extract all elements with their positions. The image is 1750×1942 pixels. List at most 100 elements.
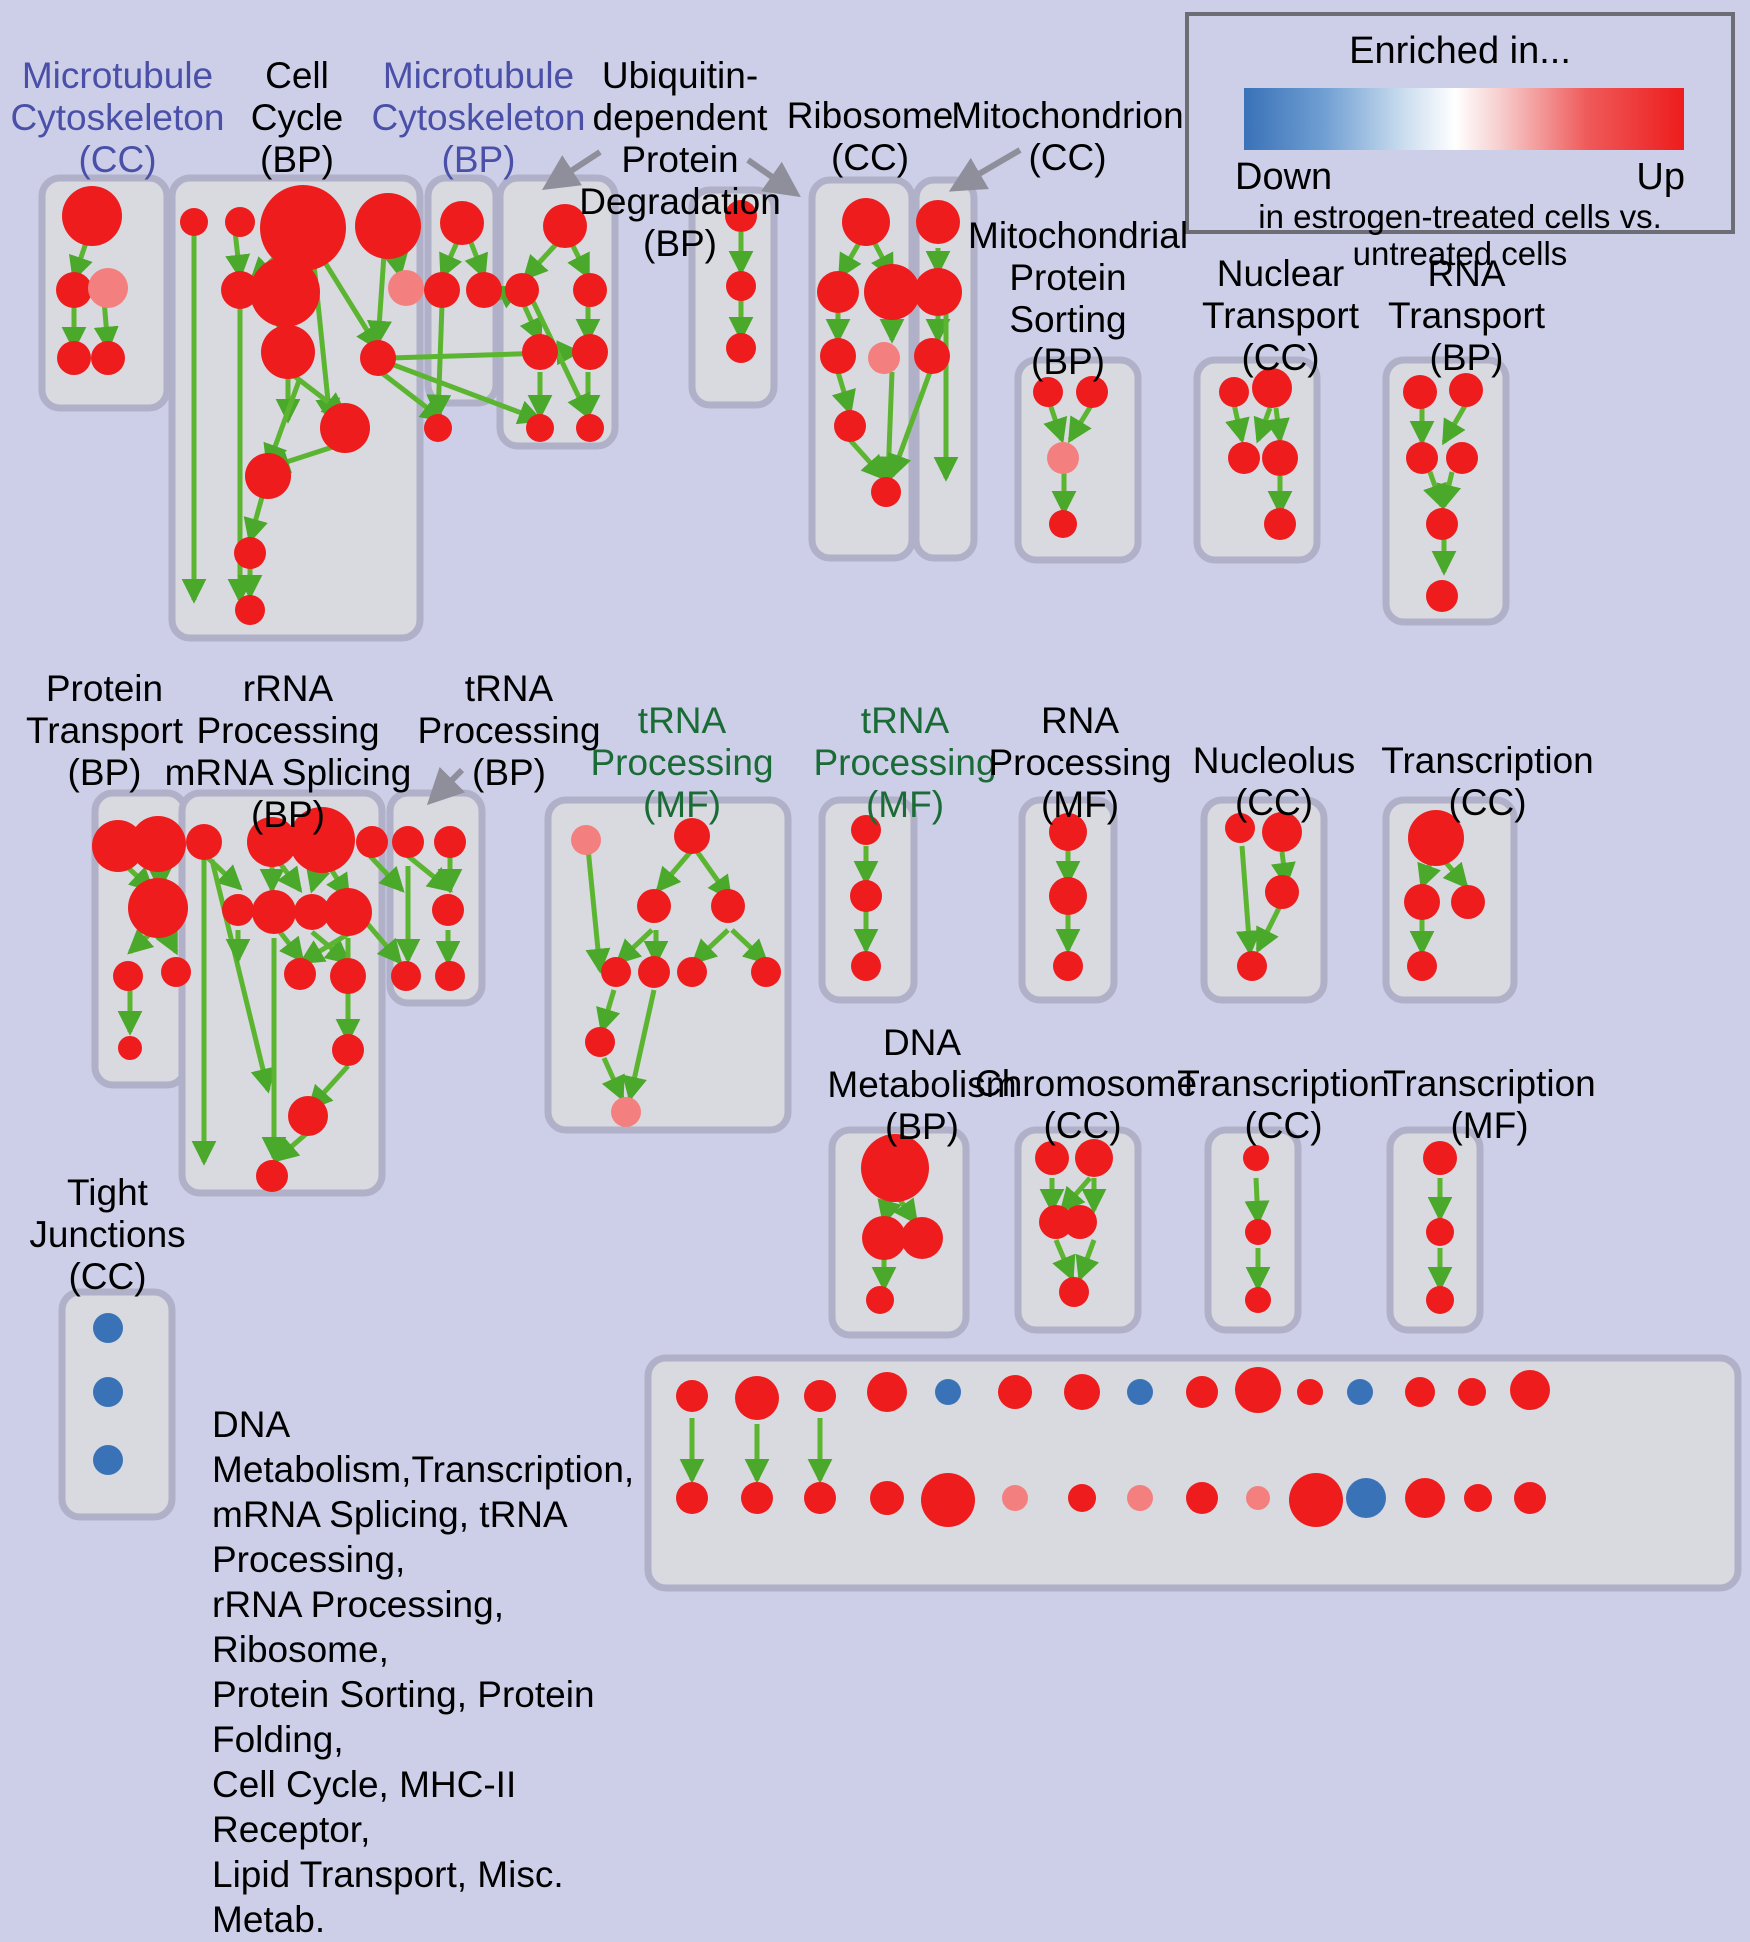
go-term-node[interactable] bbox=[113, 961, 143, 991]
go-term-node[interactable] bbox=[356, 826, 388, 858]
go-term-node[interactable] bbox=[1186, 1376, 1218, 1408]
go-term-node[interactable] bbox=[1407, 951, 1437, 981]
go-term-node[interactable] bbox=[751, 957, 781, 987]
go-term-node[interactable] bbox=[330, 958, 366, 994]
go-term-node[interactable] bbox=[726, 271, 756, 301]
go-term-node[interactable] bbox=[1039, 1205, 1073, 1239]
go-term-node[interactable] bbox=[1059, 1277, 1089, 1307]
go-term-node[interactable] bbox=[1403, 375, 1437, 409]
go-term-node[interactable] bbox=[288, 1096, 328, 1136]
go-term-node[interactable] bbox=[289, 807, 355, 873]
go-term-node[interactable] bbox=[260, 185, 346, 271]
go-term-node[interactable] bbox=[921, 1473, 975, 1527]
go-term-node[interactable] bbox=[998, 1375, 1032, 1409]
go-term-node[interactable] bbox=[1237, 951, 1267, 981]
go-term-node[interactable] bbox=[91, 341, 125, 375]
go-term-node[interactable] bbox=[1246, 1486, 1270, 1510]
go-term-node[interactable] bbox=[870, 1481, 904, 1515]
go-term-node[interactable] bbox=[804, 1482, 836, 1514]
go-term-node[interactable] bbox=[1464, 1484, 1492, 1512]
go-term-node[interactable] bbox=[1252, 368, 1292, 408]
go-term-node[interactable] bbox=[1405, 1377, 1435, 1407]
go-term-node[interactable] bbox=[245, 453, 291, 499]
go-term-node[interactable] bbox=[1408, 810, 1464, 866]
go-term-node[interactable] bbox=[1228, 442, 1260, 474]
go-term-node[interactable] bbox=[1426, 580, 1458, 612]
go-term-node[interactable] bbox=[1262, 440, 1298, 476]
go-term-node[interactable] bbox=[432, 894, 464, 926]
go-term-node[interactable] bbox=[93, 1445, 123, 1475]
go-term-node[interactable] bbox=[435, 961, 465, 991]
go-term-node[interactable] bbox=[851, 815, 881, 845]
go-term-node[interactable] bbox=[434, 826, 466, 858]
go-term-node[interactable] bbox=[637, 889, 671, 923]
go-term-node[interactable] bbox=[93, 1313, 123, 1343]
go-term-node[interactable] bbox=[522, 334, 558, 370]
go-term-node[interactable] bbox=[585, 1027, 615, 1057]
go-term-node[interactable] bbox=[261, 325, 315, 379]
go-term-node[interactable] bbox=[711, 889, 745, 923]
go-term-node[interactable] bbox=[1346, 1478, 1386, 1518]
go-term-node[interactable] bbox=[440, 201, 484, 245]
go-term-node[interactable] bbox=[820, 338, 856, 374]
go-term-node[interactable] bbox=[57, 341, 91, 375]
go-term-node[interactable] bbox=[861, 1134, 929, 1202]
go-term-node[interactable] bbox=[1265, 875, 1299, 909]
go-term-node[interactable] bbox=[1264, 508, 1296, 540]
go-term-node[interactable] bbox=[1245, 1219, 1271, 1245]
go-term-node[interactable] bbox=[851, 951, 881, 981]
go-term-node[interactable] bbox=[391, 961, 421, 991]
go-term-node[interactable] bbox=[424, 272, 460, 308]
go-term-node[interactable] bbox=[62, 186, 122, 246]
go-term-node[interactable] bbox=[726, 333, 756, 363]
go-term-node[interactable] bbox=[611, 1097, 641, 1127]
go-term-node[interactable] bbox=[130, 816, 186, 872]
go-term-node[interactable] bbox=[56, 272, 92, 308]
go-term-node[interactable] bbox=[1297, 1379, 1323, 1405]
go-term-node[interactable] bbox=[332, 1034, 364, 1066]
go-term-node[interactable] bbox=[914, 338, 950, 374]
go-term-node[interactable] bbox=[817, 271, 859, 313]
go-term-node[interactable] bbox=[935, 1379, 961, 1405]
go-term-node[interactable] bbox=[222, 894, 254, 926]
go-term-node[interactable] bbox=[864, 264, 920, 320]
go-term-node[interactable] bbox=[1235, 1367, 1281, 1413]
go-term-node[interactable] bbox=[638, 956, 670, 988]
go-term-node[interactable] bbox=[1514, 1482, 1546, 1514]
go-term-node[interactable] bbox=[1063, 1205, 1097, 1239]
go-term-node[interactable] bbox=[867, 1372, 907, 1412]
go-term-node[interactable] bbox=[576, 414, 604, 442]
go-term-node[interactable] bbox=[526, 414, 554, 442]
go-term-node[interactable] bbox=[360, 340, 396, 376]
go-term-node[interactable] bbox=[294, 894, 330, 930]
go-term-node[interactable] bbox=[1423, 1141, 1457, 1175]
go-term-node[interactable] bbox=[834, 410, 866, 442]
go-term-node[interactable] bbox=[1404, 884, 1440, 920]
go-term-node[interactable] bbox=[543, 204, 587, 248]
go-term-node[interactable] bbox=[235, 595, 265, 625]
go-term-node[interactable] bbox=[388, 270, 424, 306]
go-term-node[interactable] bbox=[1049, 510, 1077, 538]
go-term-node[interactable] bbox=[1127, 1485, 1153, 1511]
go-term-node[interactable] bbox=[871, 477, 901, 507]
go-term-node[interactable] bbox=[284, 958, 316, 990]
go-term-node[interactable] bbox=[180, 208, 208, 236]
go-term-node[interactable] bbox=[424, 414, 452, 442]
go-term-node[interactable] bbox=[850, 880, 882, 912]
go-term-node[interactable] bbox=[1426, 1286, 1454, 1314]
go-term-node[interactable] bbox=[725, 200, 757, 232]
go-term-node[interactable] bbox=[88, 268, 128, 308]
go-term-node[interactable] bbox=[1064, 1374, 1100, 1410]
go-term-node[interactable] bbox=[866, 1286, 894, 1314]
go-term-node[interactable] bbox=[868, 342, 900, 374]
go-term-node[interactable] bbox=[1219, 377, 1249, 407]
go-term-node[interactable] bbox=[842, 198, 890, 246]
go-term-node[interactable] bbox=[1446, 442, 1478, 474]
go-term-node[interactable] bbox=[1458, 1378, 1486, 1406]
go-term-node[interactable] bbox=[1289, 1473, 1343, 1527]
go-term-node[interactable] bbox=[1245, 1287, 1271, 1313]
go-term-node[interactable] bbox=[1225, 813, 1255, 843]
go-term-node[interactable] bbox=[1510, 1370, 1550, 1410]
go-term-node[interactable] bbox=[225, 207, 255, 237]
go-term-node[interactable] bbox=[1053, 951, 1083, 981]
